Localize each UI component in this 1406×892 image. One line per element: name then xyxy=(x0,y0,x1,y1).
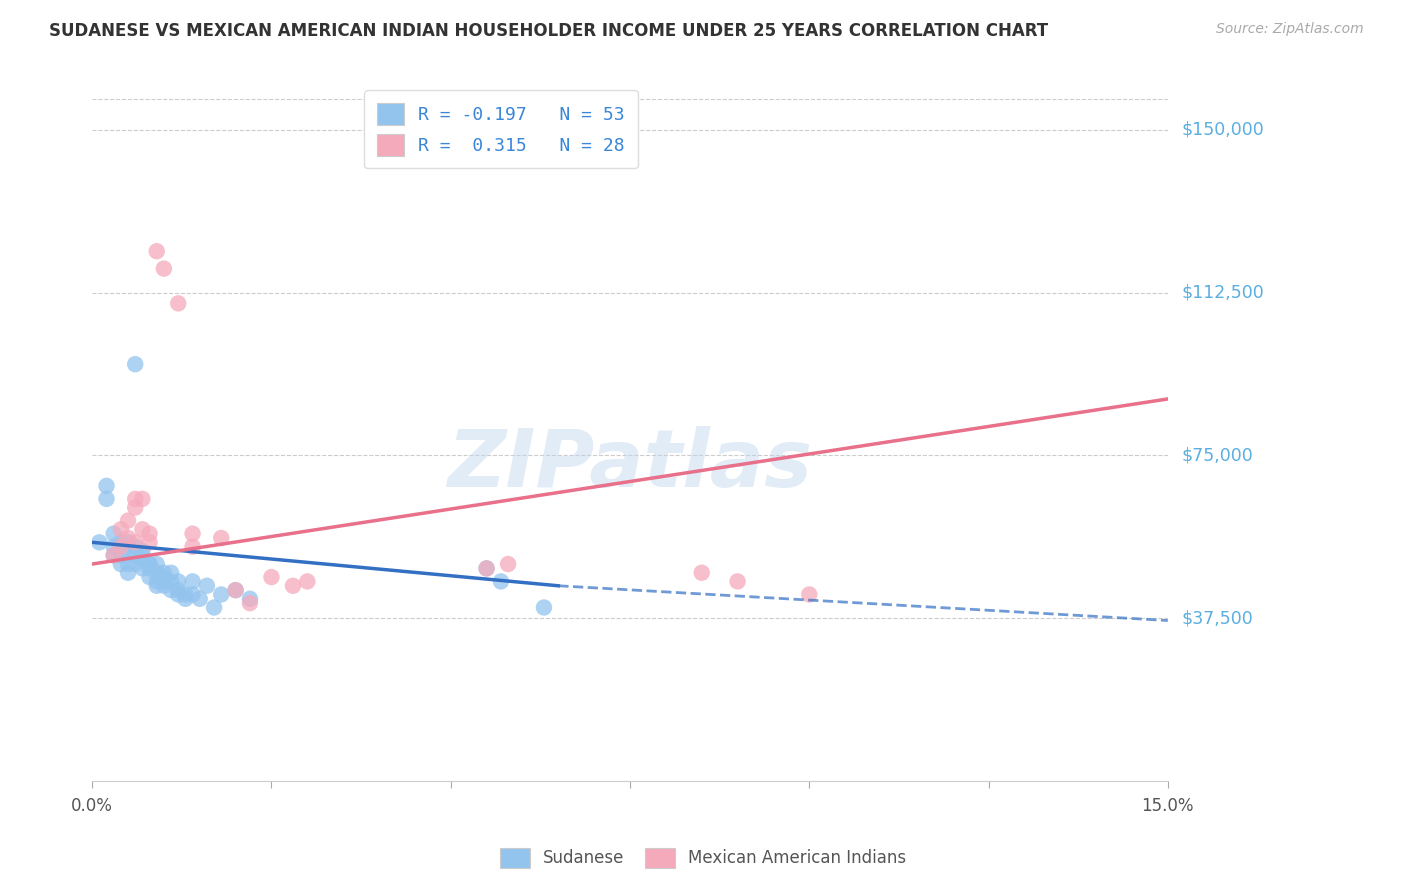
Point xyxy=(145,557,167,571)
Point xyxy=(153,566,176,580)
Point xyxy=(160,574,183,589)
Text: $75,000: $75,000 xyxy=(1181,446,1254,465)
Point xyxy=(103,549,125,563)
Point xyxy=(533,600,555,615)
Point xyxy=(153,261,176,276)
Point xyxy=(117,566,139,580)
Point xyxy=(475,561,498,575)
Point xyxy=(167,583,190,598)
Text: Source: ZipAtlas.com: Source: ZipAtlas.com xyxy=(1216,22,1364,37)
Point xyxy=(489,574,512,589)
Point xyxy=(96,491,118,506)
Point xyxy=(475,561,498,575)
Point xyxy=(209,587,232,601)
Point xyxy=(138,526,160,541)
Point xyxy=(181,574,204,589)
Point xyxy=(110,540,132,554)
Point xyxy=(131,561,153,575)
Point xyxy=(110,557,132,571)
Point xyxy=(153,579,176,593)
Point xyxy=(188,591,211,606)
Point xyxy=(110,522,132,536)
Point xyxy=(195,579,218,593)
Point xyxy=(131,552,153,566)
Point xyxy=(181,587,204,601)
Point xyxy=(124,500,146,515)
Point xyxy=(138,561,160,575)
Point xyxy=(153,570,176,584)
Point xyxy=(202,600,225,615)
Point xyxy=(167,587,190,601)
Point xyxy=(260,570,283,584)
Point xyxy=(103,540,125,554)
Point xyxy=(181,540,204,554)
Legend: Sudanese, Mexican American Indians: Sudanese, Mexican American Indians xyxy=(494,841,912,875)
Point xyxy=(225,583,247,598)
Point xyxy=(131,544,153,558)
Point xyxy=(110,549,132,563)
Point xyxy=(96,479,118,493)
Point xyxy=(496,557,519,571)
Point xyxy=(727,574,749,589)
Point xyxy=(124,540,146,554)
Point xyxy=(145,244,167,259)
Point xyxy=(131,522,153,536)
Point xyxy=(145,566,167,580)
Point xyxy=(103,549,125,563)
Text: $112,500: $112,500 xyxy=(1181,284,1264,301)
Point xyxy=(124,535,146,549)
Point xyxy=(281,579,304,593)
Point xyxy=(103,526,125,541)
Point xyxy=(239,591,262,606)
Legend: R = -0.197   N = 53, R =  0.315   N = 28: R = -0.197 N = 53, R = 0.315 N = 28 xyxy=(364,90,638,169)
Point xyxy=(209,531,232,545)
Point xyxy=(160,566,183,580)
Point xyxy=(117,514,139,528)
Point xyxy=(131,549,153,563)
Point xyxy=(138,557,160,571)
Text: $150,000: $150,000 xyxy=(1181,120,1264,138)
Point xyxy=(117,535,139,549)
Point xyxy=(117,531,139,545)
Point xyxy=(138,535,160,549)
Point xyxy=(174,587,197,601)
Point xyxy=(181,526,204,541)
Point xyxy=(110,535,132,549)
Point xyxy=(117,557,139,571)
Point xyxy=(138,570,160,584)
Point xyxy=(145,579,167,593)
Point xyxy=(167,296,190,310)
Point xyxy=(297,574,319,589)
Point xyxy=(799,587,821,601)
Point xyxy=(124,549,146,563)
Point xyxy=(145,574,167,589)
Text: ZIPatlas: ZIPatlas xyxy=(447,425,813,504)
Point xyxy=(153,574,176,589)
Point xyxy=(690,566,713,580)
Point xyxy=(89,535,111,549)
Point xyxy=(117,544,139,558)
Point xyxy=(131,491,153,506)
Text: $37,500: $37,500 xyxy=(1181,609,1254,627)
Point xyxy=(124,491,146,506)
Point xyxy=(239,596,262,610)
Point xyxy=(124,357,146,371)
Point xyxy=(138,557,160,571)
Point xyxy=(124,557,146,571)
Point xyxy=(167,574,190,589)
Point xyxy=(174,591,197,606)
Point xyxy=(160,583,183,598)
Text: SUDANESE VS MEXICAN AMERICAN INDIAN HOUSEHOLDER INCOME UNDER 25 YEARS CORRELATIO: SUDANESE VS MEXICAN AMERICAN INDIAN HOUS… xyxy=(49,22,1049,40)
Point xyxy=(225,583,247,598)
